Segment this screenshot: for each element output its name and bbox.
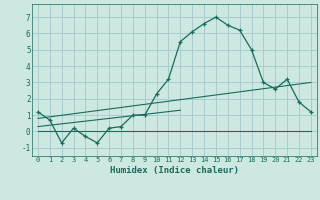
X-axis label: Humidex (Indice chaleur): Humidex (Indice chaleur) bbox=[110, 166, 239, 175]
